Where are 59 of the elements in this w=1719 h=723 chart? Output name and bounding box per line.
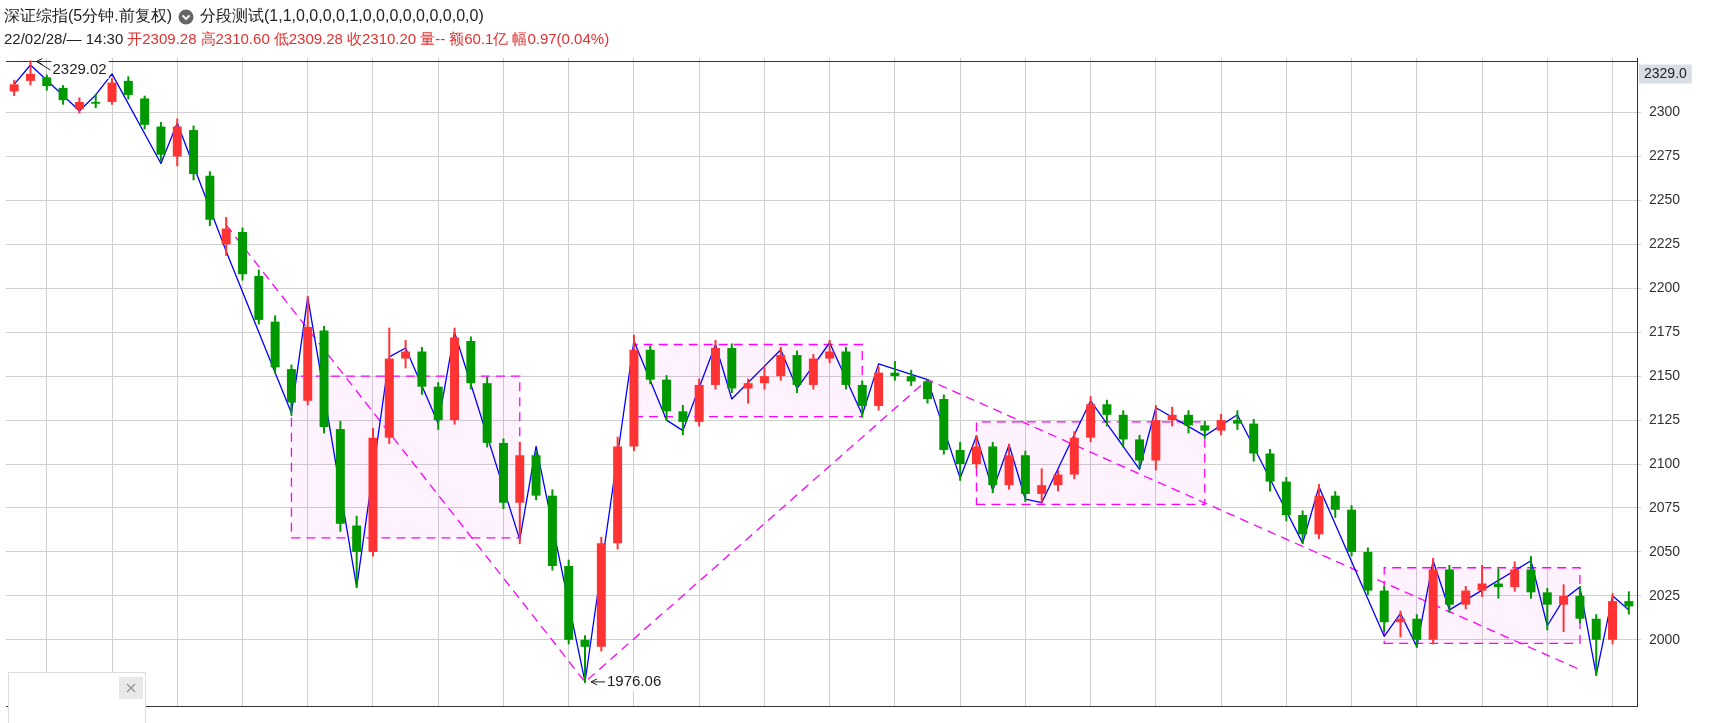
text: 低2309.28 [273,30,343,47]
y-tick-label: 2175 [1649,323,1681,340]
candlestick [1298,510,1308,545]
candlestick [825,339,835,364]
annotation: 2329.02 [52,60,107,78]
y-tick-label: 2200 [1649,279,1681,296]
candlestick [1102,399,1112,427]
text: 额60.1亿 [449,30,509,47]
candlestick [743,378,753,404]
candlestick [25,60,35,86]
candlestick [1542,587,1552,631]
y-tick-label: 2075 [1649,498,1681,515]
candlestick [1559,584,1569,633]
candlestick [857,380,867,418]
y-tick-label: 2025 [1649,586,1681,603]
candlestick [1183,410,1193,434]
candlestick [401,339,411,369]
candlestick [1216,413,1226,436]
y-tick-label: 2100 [1649,454,1681,471]
text: 开2309.28 [127,30,197,47]
candlestick [1330,491,1340,518]
y-tick-label: 2300 [1649,103,1681,120]
text: 量-- [420,30,446,47]
candlestick [1461,586,1471,610]
candlestick [107,78,117,105]
candlestick [759,366,769,390]
y-tick-label: 2275 [1649,147,1681,164]
y-tick-label: 2250 [1649,191,1681,208]
y-tick-label: 2000 [1649,630,1681,647]
candlestick [923,378,932,404]
candlestick [1135,434,1145,469]
candlestick [1412,614,1422,648]
candlestick [1510,561,1520,592]
candlestick [91,93,101,109]
chart-title: 深证综指(5分钟.前复权) [4,6,172,26]
candlestick [776,347,786,381]
candlestick [1037,468,1047,504]
candlestick [1575,586,1585,624]
y-tick-label: 2225 [1649,235,1681,252]
annotation: 1976.06 [607,672,662,690]
candlestick [1591,614,1601,676]
text: 收2310.20 [346,30,417,47]
text: 幅0.97(0.04%) [512,30,610,47]
candlestick [123,76,133,100]
candlestick [221,216,231,256]
y-tick-label: 2125 [1649,410,1681,427]
text: 高2310.60 [200,30,270,47]
candlestick [1477,564,1487,597]
candlestick [678,405,688,436]
candlestick [1624,591,1634,615]
candlestick [1526,556,1536,599]
candlestick [955,441,965,481]
ref-line-label: 2329.0 [1644,65,1688,82]
candlestick [971,434,981,469]
chart-subtitle: 分段测试(1,1,0,0,0,0,1,0,0,0,0,0,0,0,0,0) [200,6,484,26]
text: 22/02/28/— 14:30 [4,30,124,47]
y-tick-label: 2150 [1649,367,1681,384]
y-tick-label: 2050 [1649,542,1681,559]
candlestick [1232,410,1242,430]
